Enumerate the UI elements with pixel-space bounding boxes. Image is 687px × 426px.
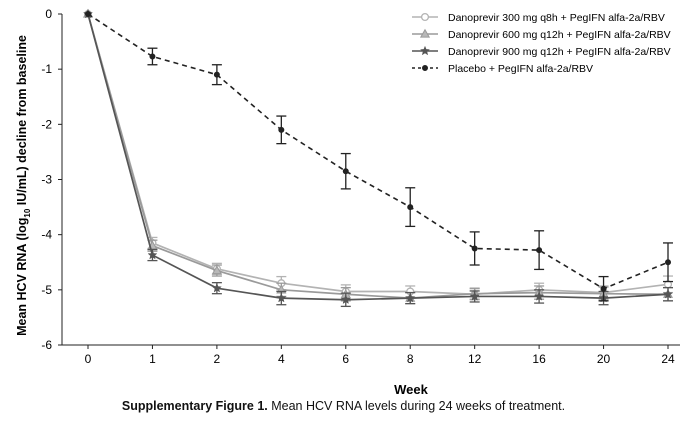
legend: Danoprevir 300 mg q8h + PegIFN alfa-2a/R… bbox=[412, 12, 671, 75]
y-axis-title: Mean HCV RNA (log10 IU/mL) decline from … bbox=[15, 35, 32, 336]
data-point bbox=[405, 292, 416, 303]
data-point bbox=[407, 204, 414, 211]
series-4 bbox=[85, 10, 673, 302]
data-point bbox=[471, 245, 478, 252]
legend-marker bbox=[419, 28, 431, 38]
data-point bbox=[213, 71, 220, 78]
y-axis-title-part: Mean HCV RNA (log bbox=[15, 218, 29, 336]
data-point bbox=[342, 168, 349, 175]
legend-label: Placebo + PegIFN alfa-2a/RBV bbox=[448, 63, 593, 75]
data-point bbox=[665, 259, 672, 266]
x-tick-label: 12 bbox=[468, 352, 482, 366]
y-tick-label: -2 bbox=[41, 117, 52, 131]
y-tick-label: -5 bbox=[41, 283, 52, 297]
legend-label: Danoprevir 600 mg q12h + PegIFN alfa-2a/… bbox=[448, 29, 671, 41]
data-point bbox=[536, 247, 543, 254]
data-point bbox=[662, 288, 674, 299]
series-3 bbox=[82, 8, 674, 308]
caption-label: Supplementary Figure 1. bbox=[121, 399, 268, 413]
legend-item: Placebo + PegIFN alfa-2a/RBV bbox=[412, 63, 593, 75]
legend-item: Danoprevir 900 mg q12h + PegIFN alfa-2a/… bbox=[412, 45, 671, 58]
legend-marker bbox=[420, 12, 430, 22]
data-point bbox=[85, 10, 92, 17]
y-tick-label: -3 bbox=[41, 173, 52, 187]
data-point bbox=[600, 285, 607, 292]
x-tick-label: 8 bbox=[407, 352, 414, 366]
x-tick-label: 4 bbox=[278, 352, 285, 366]
series-line bbox=[87, 13, 669, 296]
x-tick-label: 0 bbox=[85, 352, 92, 366]
legend-marker bbox=[419, 45, 431, 56]
legend-label: Danoprevir 900 mg q12h + PegIFN alfa-2a/… bbox=[448, 46, 671, 58]
x-axis-title: Week bbox=[394, 382, 428, 395]
x-tick-label: 6 bbox=[342, 352, 349, 366]
series-line bbox=[87, 13, 669, 301]
y-tick-label: -1 bbox=[41, 62, 52, 76]
data-point bbox=[534, 291, 545, 301]
data-point bbox=[276, 292, 287, 303]
data-point bbox=[149, 53, 156, 60]
y-tick-label: -4 bbox=[41, 228, 52, 242]
data-point bbox=[469, 291, 480, 301]
data-point bbox=[278, 126, 285, 133]
series-line bbox=[87, 13, 669, 299]
data-point bbox=[211, 282, 222, 293]
x-tick-label: 1 bbox=[149, 352, 156, 366]
legend-item: Danoprevir 600 mg q12h + PegIFN alfa-2a/… bbox=[412, 28, 671, 41]
data-point bbox=[147, 249, 158, 260]
y-axis-title-subscript: 10 bbox=[23, 208, 32, 217]
x-tick-label: 16 bbox=[532, 352, 546, 366]
y-tick-label: -6 bbox=[41, 338, 52, 352]
y-tick-label: 0 bbox=[45, 7, 52, 21]
x-tick-label: 20 bbox=[597, 352, 611, 366]
legend-marker bbox=[421, 65, 428, 72]
data-point bbox=[340, 294, 351, 305]
figure-caption: Supplementary Figure 1. Mean HCV RNA lev… bbox=[0, 399, 687, 413]
data-point bbox=[211, 265, 222, 275]
caption-text: Mean HCV RNA levels during 24 weeks of t… bbox=[267, 399, 566, 413]
x-tick-label: 2 bbox=[214, 352, 221, 366]
legend-item: Danoprevir 300 mg q8h + PegIFN alfa-2a/R… bbox=[412, 12, 665, 24]
x-tick-label: 24 bbox=[661, 352, 675, 366]
series-line bbox=[87, 13, 669, 290]
y-axis-title-part: IU/mL) decline from baseline bbox=[15, 35, 29, 209]
legend-label: Danoprevir 300 mg q8h + PegIFN alfa-2a/R… bbox=[448, 12, 665, 24]
